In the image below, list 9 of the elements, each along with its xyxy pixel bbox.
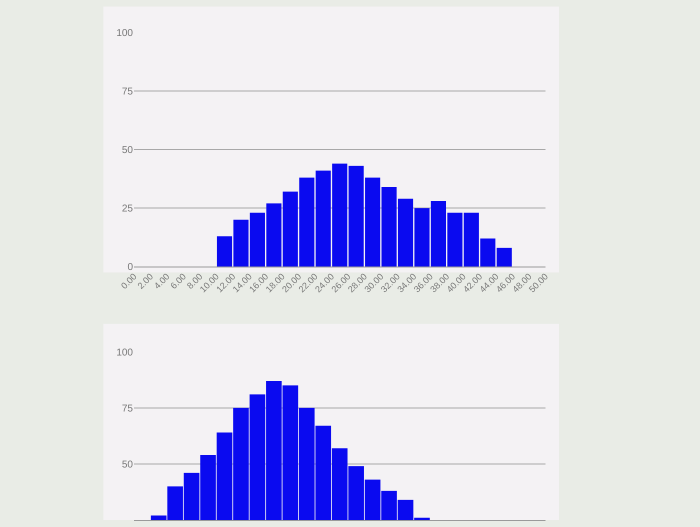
y-tick-label: 75 <box>122 403 134 414</box>
y-tick-label: 0 <box>127 262 134 274</box>
y-tick-label: 100 <box>116 28 134 39</box>
y-tick-label: 100 <box>116 347 134 358</box>
y-tick-label: 75 <box>122 86 134 98</box>
y-tick-label: 25 <box>122 204 134 215</box>
y-tick-label: 50 <box>122 459 134 470</box>
x-tick-label: 0.00 <box>119 271 139 291</box>
y-tick-label: 50 <box>122 145 134 156</box>
